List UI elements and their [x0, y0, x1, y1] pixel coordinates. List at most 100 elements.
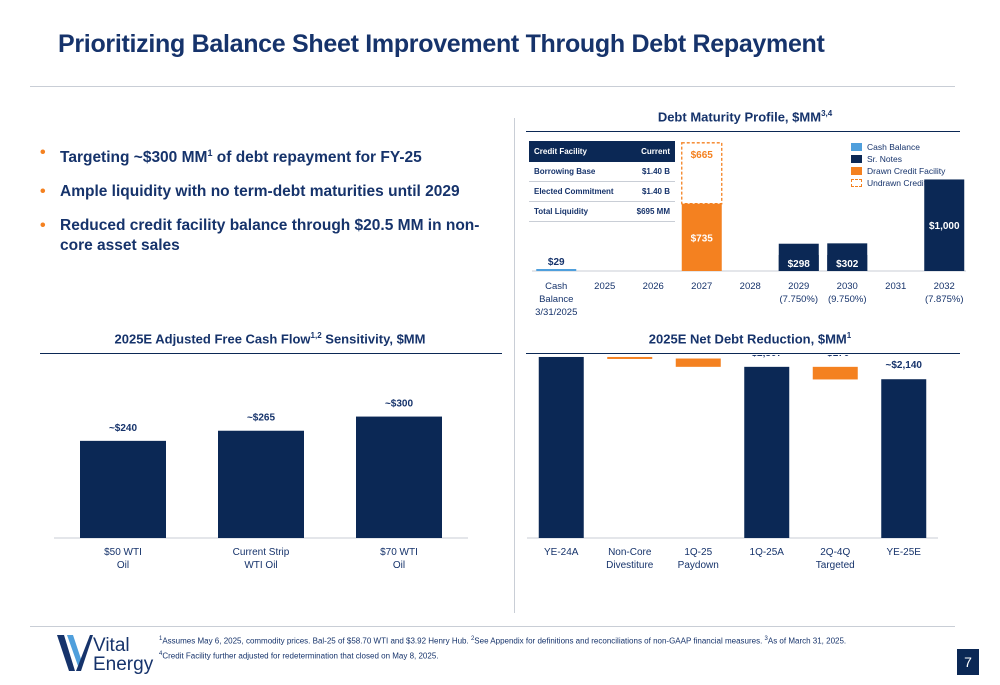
- key-points-list: • Targeting ~$300 MM1 of debt repayment f…: [40, 143, 510, 270]
- footnote-marker: 3: [764, 636, 768, 642]
- bullet-dot: •: [40, 217, 46, 235]
- footnote-text: Assumes May 6, 2025, commodity prices. B…: [162, 636, 471, 646]
- footnote-text: Credit Facility further adjusted for red…: [162, 651, 439, 661]
- x-tick-label: YE-25E: [887, 547, 922, 558]
- legend-label: Undrawn Credit Facility: [867, 178, 955, 188]
- bullet-text: Reduced credit facility balance through …: [60, 217, 480, 255]
- debt-chart-title-rule: [526, 131, 960, 132]
- data-label: $298: [788, 259, 811, 270]
- logo-text: Vital Energy: [93, 636, 153, 674]
- fcf-chart-title: 2025E Adjusted Free Cash Flow1,2 Sensiti…: [60, 331, 480, 346]
- total-bar: [538, 356, 584, 538]
- chart-title-text: Debt Maturity Profile, $MM: [657, 109, 822, 125]
- legend-swatch: [851, 155, 862, 163]
- data-label: $302: [836, 259, 859, 270]
- page-title: Prioritizing Balance Sheet Improvement T…: [58, 30, 825, 58]
- table-row: Total Liquidity $695 MM: [529, 201, 675, 222]
- bullet-item: • Targeting ~$300 MM1 of debt repayment f…: [40, 143, 510, 168]
- bullet-text: Ample liquidity with no term-debt maturi…: [60, 183, 460, 201]
- sr-notes-bar: [924, 179, 965, 271]
- credit-facility-table: Credit Facility Current Borrowing Base $…: [529, 141, 675, 222]
- section-divider: [514, 118, 515, 613]
- x-tick-label: $70 WTI Oil: [380, 547, 418, 571]
- debt-maturity-chart: $29 Cash Balance 3/31/2025 2025 2026 $665 $735 2…: [532, 142, 966, 318]
- x-tick-label: 2031: [885, 281, 906, 292]
- fcf-bar: [218, 430, 304, 538]
- legend-item: Undrawn Credit Facility: [851, 177, 955, 189]
- data-label: ~$2,140: [886, 360, 923, 371]
- data-label: ~$300: [385, 399, 414, 410]
- net-debt-chart-title: 2025E Net Debt Reduction, $MM1: [590, 331, 910, 346]
- drawn-credit-bar: [681, 203, 722, 271]
- data-label: ~$265: [247, 413, 276, 424]
- debt-maturity-chart-title: Debt Maturity Profile, $MM3,4: [620, 109, 870, 124]
- footnote-marker: 1: [159, 636, 163, 642]
- fcf-sensitivity-chart: ~$240 $50 WTI Oil ~$265 Current Strip WTI Oil…: [54, 399, 468, 571]
- footnote-line-1: 1Assumes May 6, 2025, commodity prices. …: [159, 633, 846, 648]
- legend-item: Cash Balance: [851, 141, 955, 153]
- bullet-item: • Reduced credit facility balance through…: [40, 216, 510, 256]
- title-divider: [30, 86, 955, 87]
- legend-label: Sr. Notes: [867, 154, 902, 164]
- legend-label: Cash Balance: [867, 142, 920, 152]
- table-cell: $1.40 B: [627, 162, 675, 182]
- table-row: Elected Commitment $1.40 B: [529, 181, 675, 202]
- decrease-bar: [607, 356, 653, 359]
- cash-bar: [536, 269, 577, 271]
- data-label: $735: [691, 233, 714, 244]
- table-row: Borrowing Base $1.40 B: [529, 162, 675, 182]
- decrease-bar: [675, 358, 721, 367]
- table-cell: $1.40 B: [627, 181, 675, 202]
- debt-chart-legend: Cash Balance Sr. Notes Drawn Credit Faci…: [851, 141, 955, 189]
- legend-swatch: [851, 179, 862, 187]
- legend-item: Sr. Notes: [851, 153, 955, 165]
- footnote-line-2: 4Credit Facility further adjusted for re…: [159, 648, 846, 663]
- chart-title-suffix: Sensitivity, $MM: [321, 331, 426, 347]
- bullet-text: Targeting ~$300 MM: [60, 149, 208, 167]
- legend-swatch: [851, 167, 862, 175]
- x-tick-label: 2032 (7.875%): [925, 281, 964, 305]
- bullet-item: • Ample liquidity with no term-debt matur…: [40, 182, 510, 202]
- bullet-dot: •: [40, 183, 46, 201]
- x-tick-label: YE-24A: [544, 547, 579, 558]
- table-cell: Elected Commitment: [529, 181, 628, 202]
- data-label: ~$240: [109, 423, 138, 434]
- table-cell: Borrowing Base: [529, 162, 628, 182]
- x-tick-label: $50 WTI Oil: [104, 547, 142, 571]
- data-label: $2,307: [751, 355, 782, 359]
- footnote-text: As of March 31, 2025.: [767, 636, 847, 646]
- x-tick-label: 2026: [643, 281, 664, 292]
- chart-title-sup: 1,2: [310, 331, 322, 340]
- table-cell: $695 MM: [627, 201, 675, 222]
- legend-item: Drawn Credit Facility: [851, 165, 955, 177]
- x-tick-label: 2Q-4Q Targeted: [816, 547, 855, 571]
- chart-title-sup: 1: [846, 331, 852, 340]
- chart-title-text: 2025E Adjusted Free Cash Flow: [114, 331, 311, 347]
- bullet-dot: •: [40, 144, 46, 161]
- bullet-text-cont: of debt repayment for FY-25: [212, 149, 422, 167]
- table-header-cell: Credit Facility: [529, 141, 628, 162]
- undrawn-data-label: $665: [691, 150, 714, 161]
- x-tick-label: 2029 (7.750%): [779, 281, 818, 305]
- total-bar: [744, 366, 790, 538]
- footnote-text: See Appendix for definitions and reconci…: [474, 636, 765, 646]
- undrawn-credit-bar: [681, 142, 723, 205]
- chart-title-text: 2025E Net Debt Reduction, $MM: [648, 331, 847, 347]
- footer-divider: [30, 626, 955, 627]
- fcf-bar: [80, 440, 166, 538]
- footnote-marker: 4: [159, 650, 163, 657]
- vital-energy-logo-mark: [57, 635, 93, 671]
- data-label: $1,000: [929, 221, 960, 232]
- sr-notes-bar-label-bg: [778, 255, 819, 271]
- net-debt-chart-title-rule: [526, 353, 960, 354]
- table-header-row: Credit Facility Current: [529, 141, 675, 162]
- footnote-marker: 2: [470, 636, 475, 642]
- legend-swatch: [851, 143, 862, 151]
- chart-title-sup: 3,4: [821, 109, 833, 118]
- legend-label: Drawn Credit Facility: [867, 166, 946, 176]
- fcf-chart-title-rule: [40, 353, 502, 354]
- x-tick-label: 2027: [691, 281, 712, 292]
- x-tick-label: 2028: [740, 281, 761, 292]
- logo-word-1: Vital: [93, 635, 130, 656]
- data-label: ~$170: [821, 355, 850, 359]
